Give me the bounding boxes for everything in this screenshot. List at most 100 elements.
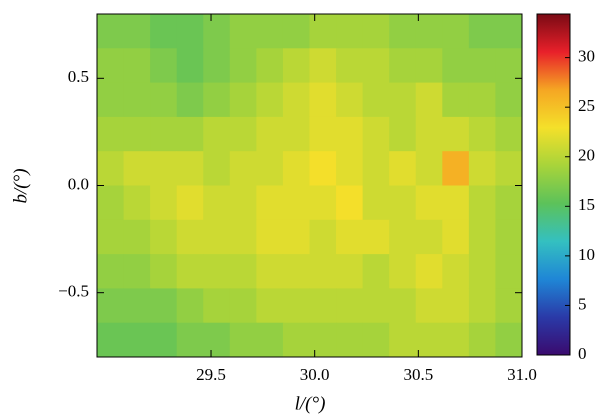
heat-cell bbox=[150, 82, 178, 118]
heat-cell bbox=[256, 322, 284, 358]
colorbar bbox=[536, 13, 571, 356]
heat-cell bbox=[256, 288, 284, 324]
heat-cell bbox=[415, 82, 443, 118]
heat-cell bbox=[362, 116, 390, 152]
heat-cell bbox=[309, 14, 337, 49]
heat-cell bbox=[495, 48, 523, 84]
heat-cell bbox=[495, 219, 523, 255]
heat-cell bbox=[415, 14, 443, 49]
heat-cell bbox=[495, 254, 523, 289]
heat-cell bbox=[97, 116, 125, 152]
heat-cell bbox=[282, 48, 310, 84]
heat-cell bbox=[150, 288, 178, 324]
heat-cell bbox=[150, 254, 178, 289]
heat-cell bbox=[256, 116, 284, 152]
heat-cell bbox=[176, 254, 204, 289]
heat-cell bbox=[468, 322, 496, 358]
heat-cell bbox=[389, 151, 417, 186]
heat-cell bbox=[336, 219, 364, 255]
heat-cell bbox=[229, 14, 257, 49]
heat-cell bbox=[256, 151, 284, 186]
heat-cell bbox=[150, 48, 178, 84]
y-tick-label: 0.5 bbox=[68, 67, 89, 86]
heat-cell bbox=[336, 288, 364, 324]
heat-cell bbox=[362, 14, 390, 49]
heat-cell bbox=[495, 185, 523, 221]
heat-cell bbox=[150, 219, 178, 255]
heat-cell bbox=[442, 14, 470, 49]
heat-cell bbox=[336, 151, 364, 186]
colorbar-tick-label: 10 bbox=[578, 245, 595, 264]
heat-cell bbox=[389, 322, 417, 358]
heat-cell bbox=[203, 48, 231, 84]
heat-cell bbox=[442, 185, 470, 221]
heat-cell bbox=[309, 219, 337, 255]
colorbar-tick-label: 5 bbox=[578, 294, 587, 313]
heat-cell bbox=[362, 219, 390, 255]
heat-cell bbox=[309, 254, 337, 289]
heat-cell bbox=[176, 82, 204, 118]
heat-cell bbox=[123, 116, 151, 152]
heat-cell bbox=[468, 151, 496, 186]
heat-cell bbox=[150, 14, 178, 49]
heat-cell bbox=[309, 185, 337, 221]
heat-cell bbox=[123, 151, 151, 186]
heat-cell bbox=[468, 116, 496, 152]
heat-cell bbox=[309, 116, 337, 152]
heat-cell bbox=[176, 116, 204, 152]
heat-cell bbox=[203, 185, 231, 221]
heat-cell bbox=[256, 14, 284, 49]
heat-cell bbox=[97, 322, 125, 358]
heat-cell bbox=[203, 219, 231, 255]
heat-cell bbox=[415, 254, 443, 289]
heat-cell bbox=[176, 288, 204, 324]
heat-cell bbox=[123, 48, 151, 84]
heat-cell bbox=[97, 82, 125, 118]
heat-cell bbox=[442, 116, 470, 152]
heat-cell bbox=[468, 219, 496, 255]
heat-cell bbox=[389, 219, 417, 255]
y-axis-label: b/(°) bbox=[10, 168, 31, 203]
heat-cell bbox=[495, 322, 523, 358]
heat-cell bbox=[336, 82, 364, 118]
y-tick-label: −0.5 bbox=[58, 282, 89, 301]
heat-cell bbox=[97, 48, 125, 84]
heat-cell bbox=[389, 288, 417, 324]
heat-cell bbox=[336, 254, 364, 289]
heat-cell bbox=[229, 48, 257, 84]
heat-cell bbox=[229, 116, 257, 152]
heat-cell bbox=[282, 82, 310, 118]
heat-cell bbox=[309, 48, 337, 84]
heat-cell bbox=[495, 151, 523, 186]
heat-cell bbox=[389, 14, 417, 49]
heat-cell bbox=[415, 116, 443, 152]
heat-cell bbox=[97, 254, 125, 289]
heat-cell bbox=[203, 151, 231, 186]
heat-cell bbox=[442, 288, 470, 324]
heat-cell bbox=[495, 82, 523, 118]
heat-cell bbox=[415, 219, 443, 255]
colorbar-tick-label: 20 bbox=[578, 146, 595, 165]
heat-cell bbox=[282, 185, 310, 221]
heat-cell bbox=[442, 151, 470, 186]
heat-cell bbox=[203, 14, 231, 49]
heat-cell bbox=[362, 254, 390, 289]
heat-cell bbox=[495, 288, 523, 324]
heat-cell bbox=[203, 82, 231, 118]
colorbar-tick-label: 25 bbox=[578, 96, 595, 115]
heat-cell bbox=[336, 14, 364, 49]
heat-cell bbox=[123, 288, 151, 324]
colorbar-tick-label: 0 bbox=[578, 344, 587, 363]
x-tick-label: 31.0 bbox=[507, 365, 537, 384]
heat-cell bbox=[229, 254, 257, 289]
heat-cell bbox=[389, 82, 417, 118]
heat-cell bbox=[97, 14, 125, 49]
heat-cell bbox=[256, 185, 284, 221]
heat-cell bbox=[282, 288, 310, 324]
heat-cell bbox=[336, 185, 364, 221]
heat-cell bbox=[176, 219, 204, 255]
heat-cell bbox=[389, 48, 417, 84]
heat-cell bbox=[309, 151, 337, 186]
heat-cell bbox=[415, 288, 443, 324]
heat-cell bbox=[150, 116, 178, 152]
